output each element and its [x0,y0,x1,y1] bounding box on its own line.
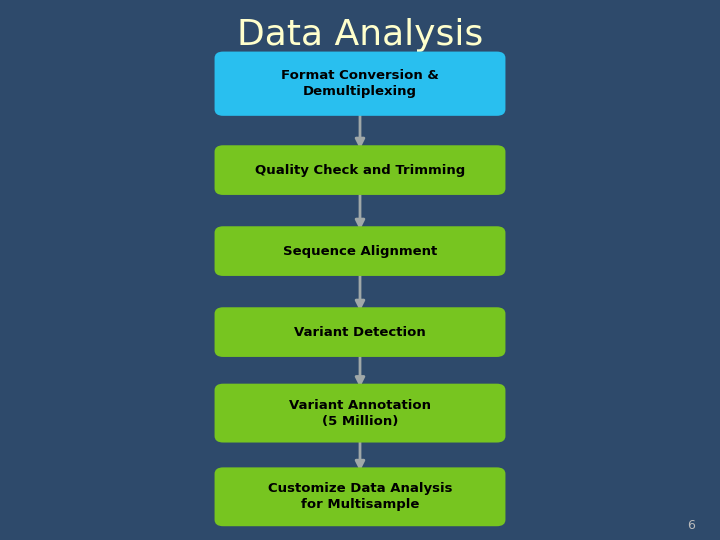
FancyBboxPatch shape [215,51,505,116]
Text: Data Analysis: Data Analysis [237,18,483,52]
FancyBboxPatch shape [215,383,505,443]
Text: Variant Detection: Variant Detection [294,326,426,339]
Text: 6: 6 [687,519,695,532]
Text: Quality Check and Trimming: Quality Check and Trimming [255,164,465,177]
Text: Format Conversion &
Demultiplexing: Format Conversion & Demultiplexing [281,69,439,98]
FancyBboxPatch shape [215,226,505,276]
Text: Variant Annotation
(5 Million): Variant Annotation (5 Million) [289,399,431,428]
Text: Sequence Alignment: Sequence Alignment [283,245,437,258]
FancyBboxPatch shape [215,145,505,195]
FancyBboxPatch shape [215,467,505,526]
Text: Customize Data Analysis
for Multisample: Customize Data Analysis for Multisample [268,482,452,511]
FancyBboxPatch shape [215,307,505,357]
